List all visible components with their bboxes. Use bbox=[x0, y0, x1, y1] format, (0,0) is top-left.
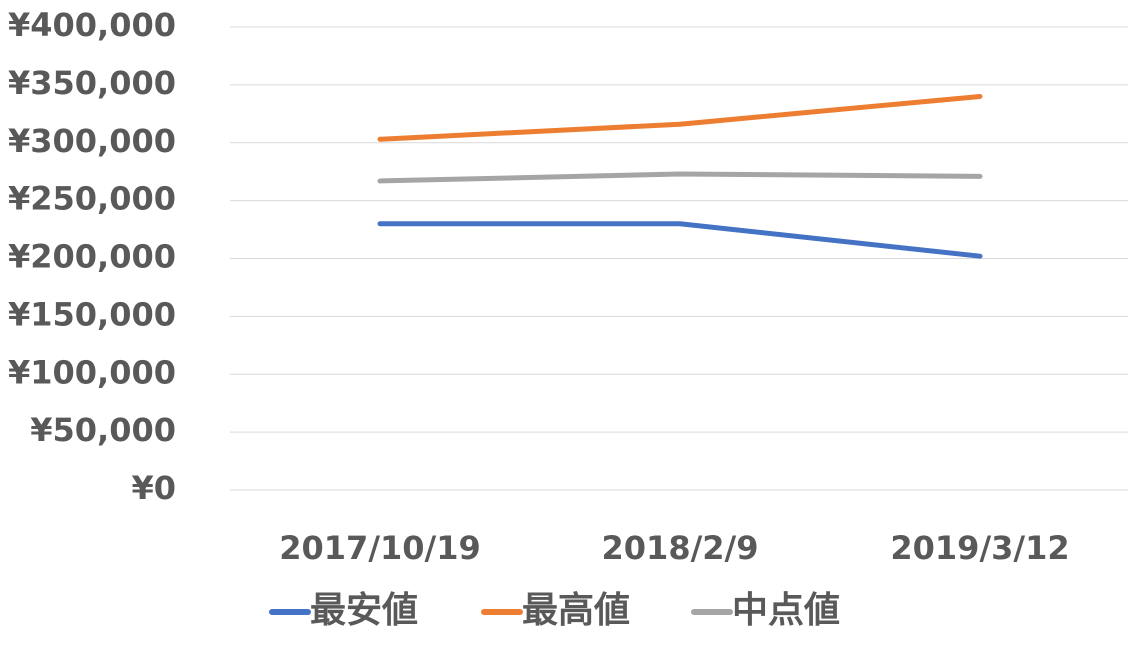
series-line-2 bbox=[377, 93, 983, 142]
legend-label: 中点値 bbox=[732, 590, 840, 631]
y-tick-label: ¥250,000 bbox=[8, 180, 176, 218]
y-tick-label: ¥100,000 bbox=[8, 353, 176, 391]
legend-label: 最安値 bbox=[310, 590, 418, 631]
x-tick-label: 2017/10/19 bbox=[279, 529, 481, 567]
y-tick-label: ¥200,000 bbox=[8, 238, 176, 276]
x-axis-tick-labels: 2017/10/19 2018/2/9 2019/3/12 bbox=[279, 529, 1069, 567]
legend-label: 最高値 bbox=[522, 590, 630, 631]
gridlines bbox=[230, 26, 1128, 491]
legend: 最安値 最高値 中点値 bbox=[269, 590, 840, 631]
y-tick-label: ¥300,000 bbox=[8, 122, 176, 160]
series-line-1 bbox=[377, 221, 983, 259]
legend-item: 最高値 bbox=[481, 590, 630, 631]
legend-item: 中点値 bbox=[691, 590, 840, 631]
y-tick-label: ¥400,000 bbox=[8, 6, 176, 44]
series-line-3 bbox=[377, 171, 983, 184]
x-tick-label: 2019/3/12 bbox=[890, 529, 1069, 567]
legend-item: 最安値 bbox=[269, 590, 418, 631]
y-tick-label: ¥0 bbox=[131, 469, 176, 507]
series-lines bbox=[377, 93, 983, 259]
y-tick-label: ¥150,000 bbox=[8, 295, 176, 333]
x-tick-label: 2018/2/9 bbox=[602, 529, 759, 567]
y-axis-tick-labels: ¥0 ¥50,000 ¥100,000 ¥150,000 ¥200,000 ¥250,00… bbox=[8, 6, 176, 507]
y-tick-label: ¥50,000 bbox=[30, 411, 176, 449]
y-tick-label: ¥350,000 bbox=[8, 64, 176, 102]
